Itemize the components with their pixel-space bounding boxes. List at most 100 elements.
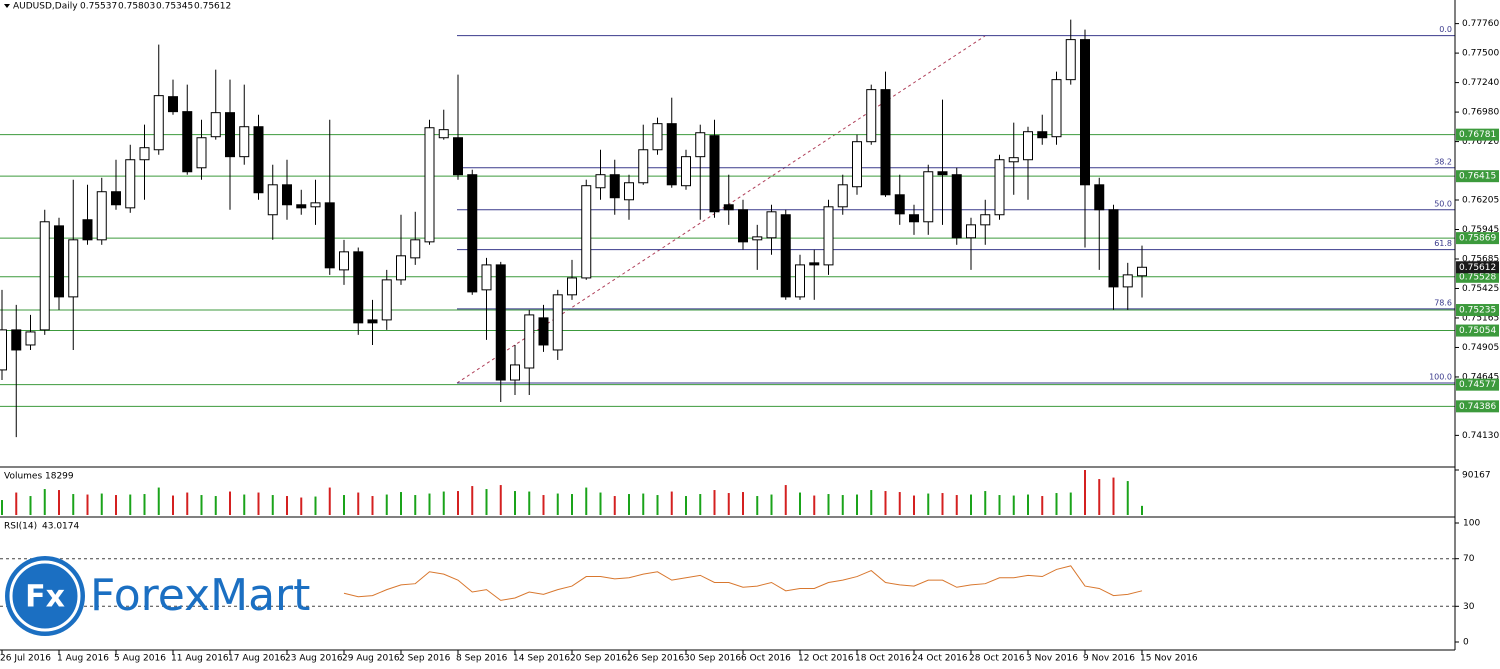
- level-box: [1456, 378, 1499, 391]
- volume-bar: [528, 491, 531, 515]
- volume-bar: [799, 492, 801, 515]
- candle-body: [695, 132, 706, 158]
- candle-body: [1108, 209, 1119, 288]
- volume-bar: [642, 493, 645, 515]
- candle-body: [1122, 274, 1133, 288]
- volume-bar: [841, 495, 844, 515]
- candle-body: [666, 123, 677, 186]
- volume-bar: [86, 494, 89, 515]
- level-label: 0.76415: [1459, 172, 1496, 182]
- candle-body: [495, 264, 506, 381]
- candle-body: [1051, 79, 1062, 138]
- level-label: 0.75054: [1459, 326, 1496, 336]
- candle-body: [0, 329, 7, 371]
- header-open: 0.75537: [80, 2, 117, 12]
- last-price-label: 0.75612: [1459, 263, 1496, 273]
- candle-body: [552, 294, 563, 351]
- level-box: [1456, 232, 1499, 245]
- volume-bar: [1055, 493, 1058, 515]
- volume-bar: [29, 496, 32, 515]
- rsi-current: 43.0174: [42, 522, 79, 532]
- x-tick-label: 20 Sep 2016: [570, 654, 627, 664]
- volume-bar: [300, 497, 303, 515]
- y-tick-label: 0.77500: [1462, 49, 1499, 59]
- logo-ring: [9, 560, 81, 632]
- logo-icon: Fx: [25, 580, 65, 615]
- level-box: [1456, 324, 1499, 337]
- x-tick-label: 15 Nov 2016: [1140, 654, 1198, 664]
- logo-circle: [5, 556, 85, 636]
- candle-body: [923, 171, 934, 223]
- candle-body: [780, 214, 791, 298]
- volume-bar: [955, 495, 958, 515]
- level-box: [1456, 304, 1499, 317]
- candle-body: [538, 317, 549, 346]
- volume-bar: [115, 495, 117, 515]
- volume-bar: [457, 491, 459, 515]
- volume-bar: [271, 495, 274, 515]
- volume-bar: [243, 494, 246, 515]
- volume-bar: [542, 495, 545, 515]
- volume-bar: [371, 496, 374, 515]
- volume-bar: [1012, 495, 1015, 515]
- watermark: Fx ForexMart: [5, 556, 310, 636]
- fib-label: 100.0: [1429, 372, 1452, 381]
- volume-bar: [1, 500, 3, 515]
- volume-bar: [884, 491, 887, 515]
- candle-body: [510, 364, 520, 381]
- volume-bar: [172, 495, 174, 515]
- candle-body: [25, 331, 36, 346]
- volume-bar: [214, 496, 217, 515]
- volume-bar: [970, 494, 972, 515]
- volume-bar: [713, 490, 716, 515]
- volume-bar: [200, 495, 203, 515]
- y-tick-label: 90167: [1462, 471, 1491, 481]
- volume-bar: [1041, 496, 1044, 515]
- volume-bar: [385, 494, 388, 515]
- candle-body: [752, 236, 763, 241]
- fib-label: 38.2: [1434, 157, 1452, 166]
- candle-body: [1023, 131, 1033, 161]
- fib-label: 61.8: [1434, 239, 1452, 248]
- volume-bar: [1069, 492, 1072, 515]
- y-tick-label: 0.74905: [1462, 343, 1499, 353]
- candle-body: [723, 204, 734, 211]
- candle-body: [168, 96, 178, 113]
- y-tick-label: 0.76980: [1462, 108, 1499, 118]
- candle-body: [453, 137, 463, 176]
- candle-body: [866, 89, 877, 143]
- y-tick-label: 0.75945: [1462, 225, 1499, 235]
- volume-current: 18299: [45, 472, 74, 482]
- volume-bar: [571, 494, 573, 515]
- header-high: 0.75803: [118, 2, 155, 12]
- candle-body: [267, 184, 278, 216]
- candle-body: [282, 184, 292, 206]
- level-box: [1456, 400, 1499, 413]
- candle-body: [410, 239, 421, 259]
- candle-body: [709, 135, 720, 213]
- fib-label: 0.0: [1439, 25, 1452, 34]
- candle-body: [909, 214, 919, 223]
- volume-bar: [257, 492, 260, 515]
- marks: [0, 19, 1455, 607]
- y-tick-label: 0.75685: [1462, 254, 1499, 264]
- candle-body: [196, 137, 207, 169]
- candle-body: [11, 329, 22, 351]
- x-tick-label: 29 Aug 2016: [342, 654, 400, 664]
- candle-body: [125, 159, 136, 209]
- volume-bar: [328, 487, 331, 515]
- volume-bar: [1027, 494, 1029, 515]
- volume-bar: [1084, 470, 1086, 515]
- candle-body: [139, 147, 150, 161]
- x-tick-label: 5 Aug 2016: [114, 654, 166, 664]
- candle-body: [980, 214, 991, 226]
- y-tick-label: 0.75165: [1462, 313, 1499, 323]
- candle-body: [424, 127, 435, 243]
- candle-body: [367, 319, 378, 324]
- chart-title: AUDUSD,Daily: [13, 2, 78, 12]
- candle-body: [567, 277, 577, 296]
- level-label: 0.75235: [1459, 306, 1496, 316]
- level-label: 0.76781: [1459, 130, 1496, 140]
- x-tick-label: 17 Aug 2016: [228, 654, 286, 664]
